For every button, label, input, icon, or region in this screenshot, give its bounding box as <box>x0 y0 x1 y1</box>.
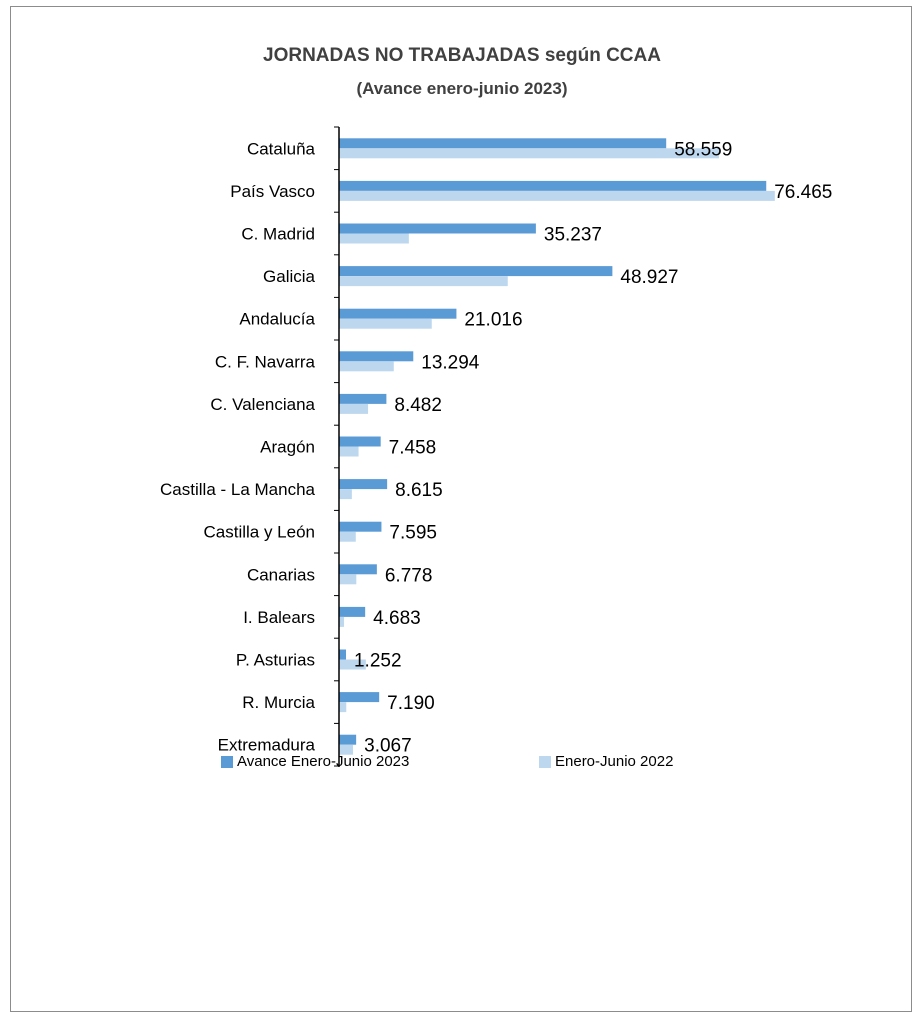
bar-2022-aragon <box>339 446 359 457</box>
bar-2022-galicia <box>339 276 508 287</box>
value-label-extremadura: 3.067 <box>364 736 412 757</box>
legend-label-2023: Avance Enero-Junio 2023 <box>237 753 410 770</box>
bar-2022-castilla-y-leon <box>339 531 356 542</box>
category-label-p-asturias: P. Asturias <box>236 651 315 670</box>
bar-2023-canarias <box>339 564 377 575</box>
value-label-cataluna: 58.559 <box>674 139 732 160</box>
category-label-galicia: Galicia <box>263 267 316 286</box>
chart-frame: JORNADAS NO TRABAJADAS según CCAA (Avanc… <box>10 6 912 1012</box>
category-label-r-murcia: R. Murcia <box>242 693 315 712</box>
bar-2023-castilla-y-leon <box>339 521 382 532</box>
category-label-c-madrid: C. Madrid <box>241 225 315 244</box>
value-label-c-f-navarra: 13.294 <box>421 352 480 373</box>
bar-2023-c-valenciana <box>339 393 387 404</box>
value-label-i-balears: 4.683 <box>373 608 421 629</box>
value-label-castilla-la-mancha: 8.615 <box>395 480 443 501</box>
bar-chart-plot: Cataluña 58.559 País Vasco 76.465 C. Madrid 3… <box>160 126 832 767</box>
value-label-castilla-y-leon: 7.595 <box>389 523 437 544</box>
bar-2022-c-f-navarra <box>339 361 394 372</box>
category-label-castilla-la-mancha: Castilla - La Mancha <box>160 480 316 499</box>
bar-2022-c-valenciana <box>339 403 369 414</box>
bar-2023-aragon <box>339 436 381 447</box>
category-label-aragon: Aragón <box>260 438 315 457</box>
bar-2023-r-murcia <box>339 692 380 703</box>
chart-subtitle: (Avance enero-junio 2023) <box>356 79 568 98</box>
bar-2023-extremadura <box>339 734 357 745</box>
bar-2022-p-asturias <box>339 659 366 670</box>
bar-2023-castilla-la-mancha <box>339 479 388 490</box>
legend-item-2022: Enero-Junio 2022 <box>539 753 673 770</box>
category-label-cataluna: Cataluña <box>247 139 316 158</box>
category-label-castilla-y-leon: Castilla y León <box>203 523 315 542</box>
value-label-galicia: 48.927 <box>620 267 678 288</box>
bar-2022-pais-vasco <box>339 190 775 201</box>
legend-item-2023: Avance Enero-Junio 2023 <box>221 753 409 770</box>
category-label-andalucia: Andalucía <box>239 310 315 329</box>
category-label-pais-vasco: País Vasco <box>230 182 315 201</box>
category-label-canarias: Canarias <box>247 565 315 584</box>
bar-2022-canarias <box>339 574 357 585</box>
bar-2022-extremadura <box>339 744 353 755</box>
bar-2023-p-asturias <box>339 649 346 660</box>
bar-2023-andalucia <box>339 308 457 319</box>
value-label-r-murcia: 7.190 <box>387 693 435 714</box>
category-label-extremadura: Extremadura <box>218 736 316 755</box>
bar-2022-andalucia <box>339 318 432 329</box>
value-label-aragon: 7.458 <box>389 438 437 459</box>
category-label-c-valenciana: C. Valenciana <box>210 395 315 414</box>
bar-2022-i-balears <box>339 616 345 627</box>
value-label-andalucia: 21.016 <box>464 310 522 331</box>
legend-swatch-2022 <box>539 755 551 768</box>
value-label-canarias: 6.778 <box>385 565 433 586</box>
category-label-c-f-navarra: C. F. Navarra <box>215 352 316 371</box>
value-label-p-asturias: 1.252 <box>354 651 402 672</box>
bar-2022-r-murcia <box>339 702 347 713</box>
category-label-i-balears: I. Balears <box>243 608 315 627</box>
legend-swatch-2023 <box>221 755 233 768</box>
value-label-c-madrid: 35.237 <box>544 225 602 246</box>
bar-2023-galicia <box>339 266 613 277</box>
bar-2023-cataluna <box>339 138 667 149</box>
legend-label-2022: Enero-Junio 2022 <box>555 753 674 770</box>
chart-title: JORNADAS NO TRABAJADAS según CCAA <box>263 45 661 66</box>
bar-2022-castilla-la-mancha <box>339 489 352 500</box>
bar-2023-c-f-navarra <box>339 351 414 362</box>
chart-legend: Avance Enero-Junio 2023 Enero-Junio 2022 <box>11 753 913 777</box>
bar-2023-pais-vasco <box>339 180 767 191</box>
bar-2023-c-madrid <box>339 223 536 234</box>
value-label-c-valenciana: 8.482 <box>394 395 442 416</box>
bar-2022-cataluna <box>339 148 719 159</box>
value-label-pais-vasco: 76.465 <box>774 182 832 203</box>
bar-2023-i-balears <box>339 606 366 617</box>
bar-2022-c-madrid <box>339 233 409 244</box>
